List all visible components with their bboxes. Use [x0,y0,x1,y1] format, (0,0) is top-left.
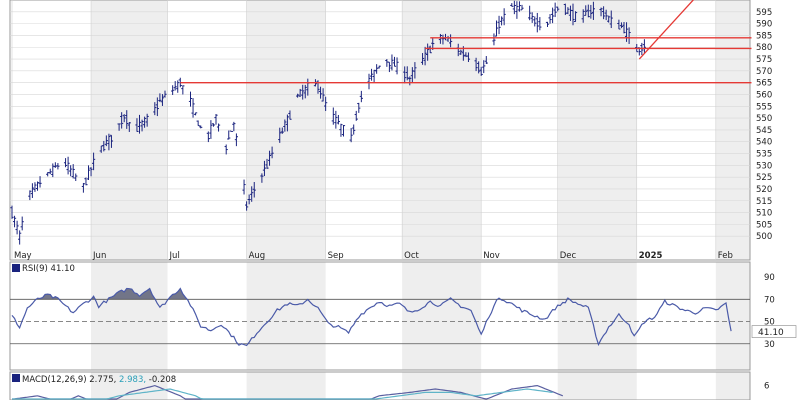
panel-frame [9,261,751,371]
month-shade-band [246,372,326,400]
x-axis-tick-label: Oct [404,251,419,261]
price-y-tick-label: 590 [756,20,772,30]
month-shade-band [557,372,637,400]
price-y-tick-label: 520 [756,185,772,195]
price-y-tick-label: 530 [756,161,772,171]
price-y-tick-label: 580 [756,43,772,53]
price-y-tick-label: 595 [756,8,772,18]
month-shade-band [402,262,482,370]
price-y-tick-label: 545 [756,126,772,136]
price-y-tick-label: 575 [756,55,772,65]
month-shade-band [402,372,482,400]
month-shade-band [715,262,750,370]
rsi-panel-label: RSI(9) 41.10 [22,264,75,274]
x-axis-tick-label: Jun [92,251,106,261]
price-y-tick-label: 535 [756,150,772,160]
month-shade-band [91,262,168,370]
trend-line [638,0,695,60]
price-y-tick-label: 525 [756,173,772,183]
x-axis-tick-label: Aug [249,251,266,261]
x-axis-tick-label: Jul [169,251,180,261]
month-shade-band [246,262,326,370]
x-axis-tick-label: Feb [718,251,733,261]
x-axis-tick-label: Nov [483,251,500,261]
price-y-tick-label: 565 [756,79,772,89]
rsi-y-tick-label: 30 [764,340,775,350]
macd-legend-swatch [12,374,20,382]
price-y-tick-label: 510 [756,209,772,219]
macd-panel-label: MACD(12,26,9) 2.775, 2.983, -0.208 [22,375,176,385]
price-y-tick-label: 585 [756,31,772,41]
month-shade-band [557,262,637,370]
x-axis-tick-label: 2025 [639,251,663,261]
price-y-tick-label: 550 [756,114,772,124]
rsi-y-tick-label: 90 [764,273,775,283]
macd-signal-line [12,388,553,400]
x-axis-tick-label: Dec [560,251,577,261]
rsi-y-tick-label: 70 [764,295,775,305]
x-axis-tick-label: May [14,251,32,261]
price-y-tick-label: 505 [756,220,772,230]
rsi-y-tick-label: 50 [764,318,775,328]
rsi-line [11,287,732,347]
month-shade-band [715,372,750,400]
rsi-legend-swatch [12,264,20,272]
price-y-tick-label: 500 [756,232,772,242]
rsi-value-marker-box [751,325,797,338]
rsi-value-marker-label: 41.10 [758,328,784,338]
price-y-tick-label: 555 [756,102,772,112]
price-y-tick-label: 570 [756,67,772,77]
macd-y-tick-label: 6 [764,382,769,392]
price-y-tick-label: 540 [756,138,772,148]
x-axis-tick-label: Sep [328,251,344,261]
price-y-tick-label: 560 [756,90,772,100]
price-y-tick-label: 515 [756,197,772,207]
